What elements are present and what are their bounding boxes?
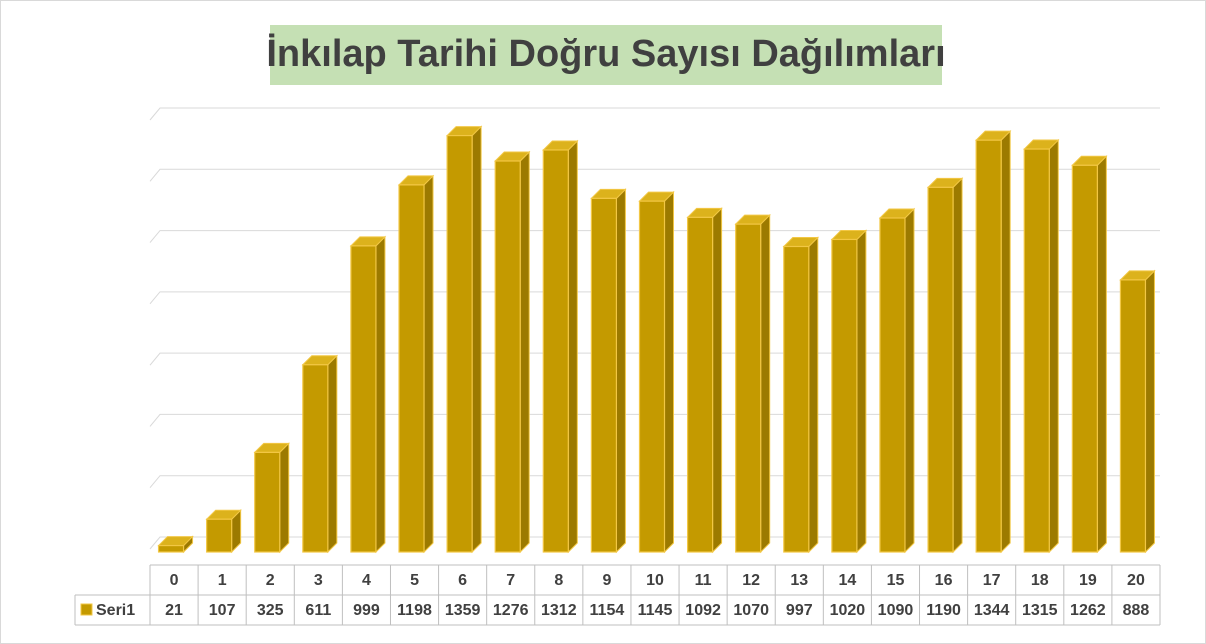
- bar: [879, 217, 906, 553]
- legend-label: Seri1: [96, 602, 135, 619]
- bar: [206, 518, 233, 553]
- x-tick-label: 5: [410, 572, 419, 589]
- bar: [1119, 279, 1147, 553]
- x-tick-label: 17: [983, 572, 1001, 589]
- x-tick-label: 20: [1127, 572, 1145, 589]
- x-tick-label: 4: [362, 572, 371, 589]
- bar-side: [808, 236, 819, 554]
- table-value: 107: [209, 602, 236, 619]
- bar-side: [519, 150, 530, 554]
- table-value: 1276: [493, 602, 529, 619]
- x-tick-label: 3: [314, 572, 323, 589]
- x-tick-label: 12: [742, 572, 760, 589]
- bar-side: [567, 139, 578, 554]
- bar-side: [904, 207, 915, 554]
- x-tick-label: 7: [506, 572, 515, 589]
- x-tick-label: 18: [1031, 572, 1049, 589]
- bar: [398, 184, 425, 553]
- bar: [157, 544, 185, 553]
- bar-side: [760, 213, 771, 554]
- bar-side: [423, 174, 434, 554]
- bar: [927, 186, 954, 553]
- title-box: [270, 25, 942, 85]
- table-value: 1092: [685, 602, 721, 619]
- bar-side: [615, 188, 626, 554]
- bar-side: [327, 354, 338, 554]
- bar: [1071, 164, 1098, 553]
- table-value: 1070: [733, 602, 769, 619]
- bar-side: [664, 190, 675, 554]
- table-value: 999: [353, 602, 380, 619]
- x-tick-label: 14: [838, 572, 856, 589]
- grid-line: [149, 352, 1160, 366]
- x-tick-label: 13: [790, 572, 808, 589]
- grid-line: [149, 291, 1160, 305]
- x-tick-label: 16: [935, 572, 953, 589]
- grid-line: [149, 413, 1160, 427]
- bar-side: [1048, 138, 1059, 554]
- grid-line: [149, 107, 1160, 121]
- grid-line: [149, 475, 1160, 489]
- table-value: 1262: [1070, 602, 1106, 619]
- bar-side: [279, 442, 290, 554]
- table-value: 1359: [445, 602, 481, 619]
- bar-side: [1144, 269, 1155, 554]
- x-tick-label: 6: [458, 572, 467, 589]
- bar: [302, 364, 329, 553]
- bar: [494, 160, 521, 553]
- bar-side: [856, 229, 867, 554]
- x-tick-label: 8: [554, 572, 563, 589]
- grid-line: [149, 230, 1160, 243]
- grid-line: [149, 168, 1160, 182]
- table-value: 1190: [926, 602, 961, 619]
- bar: [254, 451, 281, 553]
- bar-side: [471, 125, 482, 554]
- table-value: 1090: [878, 602, 914, 619]
- bar-side: [712, 207, 723, 554]
- bar: [446, 134, 473, 553]
- grid-line: [149, 536, 1160, 550]
- table-value: 1315: [1022, 602, 1058, 619]
- bar: [1023, 148, 1050, 553]
- x-tick-label: 9: [602, 572, 611, 589]
- table-value: 611: [305, 602, 331, 619]
- bar-side: [1096, 155, 1107, 554]
- bar-side: [375, 235, 386, 554]
- x-tick-label: 0: [170, 572, 179, 589]
- table-value: 1154: [590, 602, 625, 619]
- bar-side: [952, 177, 963, 554]
- bar: [350, 245, 377, 553]
- x-tick-label: 11: [695, 572, 712, 589]
- x-tick-label: 2: [266, 572, 275, 589]
- x-tick-label: 10: [646, 572, 664, 589]
- table-value: 1198: [397, 602, 432, 619]
- x-tick-label: 1: [218, 572, 227, 589]
- x-tick-label: 15: [887, 572, 905, 589]
- table-value: 21: [165, 602, 183, 619]
- table-value: 325: [257, 602, 284, 619]
- x-tick-label: 19: [1079, 572, 1097, 589]
- bar: [638, 200, 666, 553]
- table-value: 1020: [830, 602, 866, 619]
- bar: [686, 216, 714, 553]
- bar: [590, 197, 618, 553]
- bar: [831, 238, 858, 553]
- table-value: 1344: [974, 602, 1010, 619]
- table-value: 888: [1123, 602, 1150, 619]
- bar: [975, 139, 1002, 553]
- chart-title: İnkılap Tarihi Doğru Sayısı Dağılımları: [266, 33, 945, 75]
- table-value: 1145: [638, 602, 673, 619]
- bar: [783, 245, 810, 553]
- table-value: 1312: [541, 602, 577, 619]
- bar: [542, 149, 569, 553]
- bar: [735, 223, 762, 553]
- table-value: 997: [786, 602, 813, 619]
- legend-key: [80, 603, 93, 616]
- bar-side: [1000, 129, 1011, 554]
